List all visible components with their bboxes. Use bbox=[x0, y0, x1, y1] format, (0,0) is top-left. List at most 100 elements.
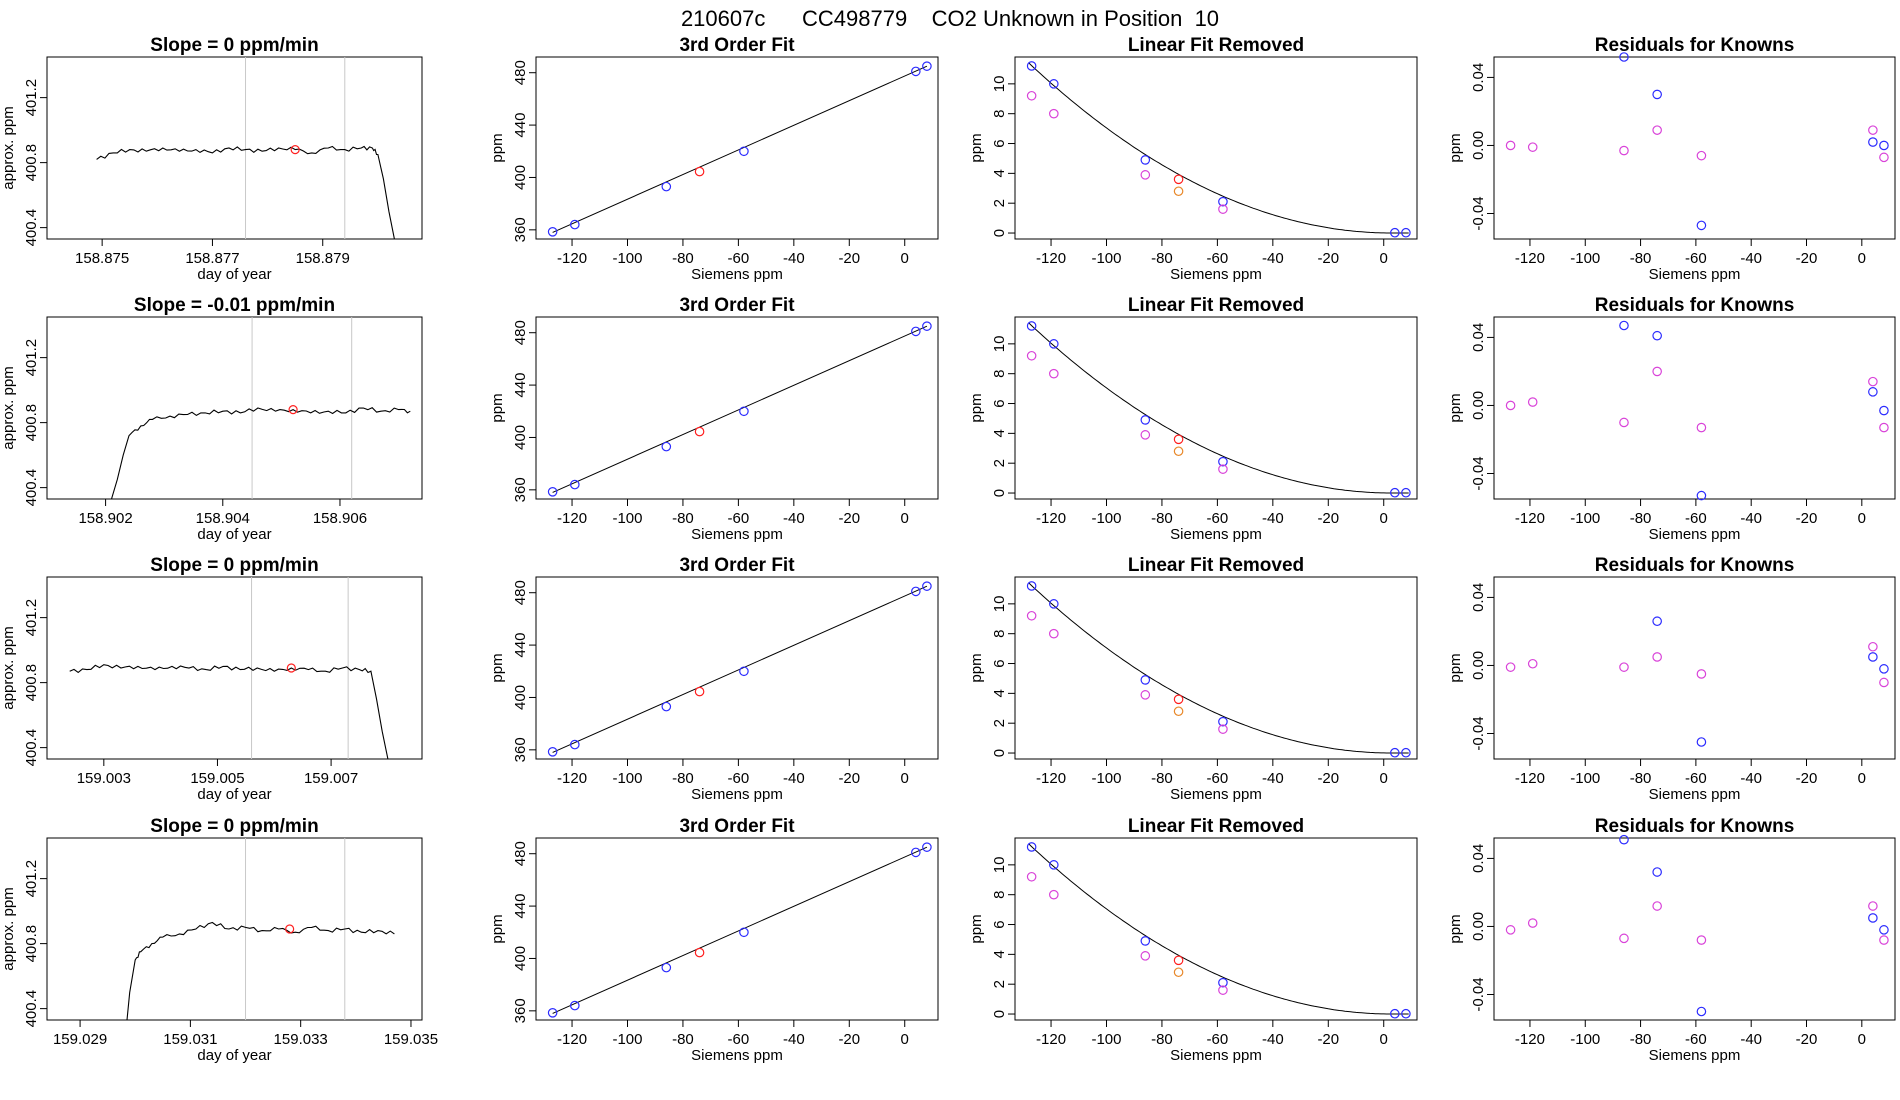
x-tick-label: -100 bbox=[612, 1031, 642, 1048]
y-tick-label: 8 bbox=[991, 370, 1008, 378]
data-point-magenta bbox=[1868, 901, 1878, 911]
data-point-magenta bbox=[1140, 430, 1151, 440]
y-tick-label: 4 bbox=[991, 169, 1008, 177]
x-tick-label: -20 bbox=[1796, 1031, 1818, 1048]
y-tick-label: 4 bbox=[991, 689, 1008, 697]
x-tick-label: -60 bbox=[1207, 1031, 1229, 1048]
y-axis-label: ppm bbox=[968, 393, 985, 422]
x-tick-label: -100 bbox=[612, 770, 642, 787]
x-tick-label: 159.035 bbox=[384, 1031, 438, 1048]
data-point-magenta bbox=[1652, 125, 1662, 135]
data-point-blue bbox=[1140, 155, 1151, 165]
x-tick-label: -120 bbox=[1036, 1031, 1066, 1048]
y-tick-label: 2 bbox=[991, 980, 1008, 988]
y-tick-label: 8 bbox=[991, 630, 1008, 638]
x-tick-label: -40 bbox=[783, 510, 805, 527]
y-tick-label: 0 bbox=[991, 1010, 1008, 1018]
data-point-blue bbox=[911, 326, 921, 337]
mean-marker bbox=[286, 663, 296, 673]
data-point-blue bbox=[1619, 52, 1629, 62]
y-tick-label: 400 bbox=[512, 165, 529, 190]
data-point-magenta bbox=[1868, 376, 1878, 387]
y-axis-label: approx. ppm bbox=[0, 366, 17, 449]
data-point-blue bbox=[1879, 140, 1889, 151]
plot-area bbox=[1028, 582, 1409, 754]
data-point-magenta bbox=[1527, 397, 1538, 407]
x-tick-label: -100 bbox=[1570, 770, 1600, 787]
x-tick-label: -100 bbox=[1570, 510, 1600, 527]
x-tick-label: -120 bbox=[557, 1031, 587, 1048]
x-tick-label: -60 bbox=[1685, 1031, 1707, 1048]
x-tick-label: -120 bbox=[557, 510, 587, 527]
data-point-magenta bbox=[1140, 951, 1151, 961]
y-tick-label: 360 bbox=[512, 737, 529, 762]
y-tick-label: 2 bbox=[991, 719, 1008, 727]
y-tick-label: 0.04 bbox=[1470, 844, 1487, 873]
plot-frame bbox=[1014, 56, 1418, 240]
y-tick-label: 400 bbox=[512, 685, 529, 710]
data-point-magenta bbox=[1049, 108, 1059, 119]
x-tick-label: -20 bbox=[1796, 510, 1818, 527]
plot-frame bbox=[535, 576, 939, 760]
data-point-blue bbox=[1140, 675, 1151, 685]
y-tick-label: 400 bbox=[512, 425, 529, 450]
x-tick-label: -40 bbox=[1740, 770, 1762, 787]
timeseries-line bbox=[126, 921, 395, 1020]
x-tick-label: 0 bbox=[1380, 1031, 1388, 1048]
data-point-red bbox=[694, 166, 705, 177]
y-tick-label: 360 bbox=[512, 217, 529, 242]
data-point-blue bbox=[1696, 490, 1707, 501]
data-point-blue bbox=[1879, 405, 1889, 416]
plot-area bbox=[1028, 843, 1409, 1015]
x-tick-label: 158.902 bbox=[78, 510, 132, 527]
x-tick-label: -40 bbox=[1262, 250, 1284, 267]
data-point-magenta bbox=[1527, 918, 1538, 928]
x-tick-label: -40 bbox=[783, 1031, 805, 1048]
data-point-red bbox=[1173, 174, 1184, 185]
x-tick-label: -100 bbox=[1091, 250, 1121, 267]
data-point-blue bbox=[1218, 977, 1228, 988]
x-axis-label: day of year bbox=[197, 526, 271, 543]
data-point-magenta bbox=[1619, 933, 1629, 944]
y-tick-label: 10 bbox=[991, 76, 1008, 93]
x-tick-label: -80 bbox=[1151, 510, 1173, 527]
x-tick-label: 0 bbox=[901, 510, 909, 527]
data-point-magenta bbox=[1619, 417, 1629, 428]
x-tick-label: -40 bbox=[1740, 510, 1762, 527]
data-point-blue bbox=[1696, 1006, 1707, 1017]
data-point-red bbox=[1173, 434, 1184, 445]
x-tick-label: -60 bbox=[728, 510, 750, 527]
data-point-magenta bbox=[1696, 150, 1707, 161]
x-tick-label: -80 bbox=[672, 1031, 694, 1048]
x-tick-label: -40 bbox=[1740, 250, 1762, 267]
panel-1-2: 3rd Order Fit -120 -100 -80 -60 -40 -20 0 360 400… bbox=[489, 35, 939, 283]
x-tick-label: -20 bbox=[838, 510, 860, 527]
x-tick-label: -120 bbox=[1515, 510, 1545, 527]
x-tick-label: -20 bbox=[838, 1031, 860, 1048]
data-point-blue bbox=[1868, 137, 1878, 147]
panel-title: 3rd Order Fit bbox=[679, 295, 795, 316]
fit-curve bbox=[1028, 62, 1409, 234]
y-tick-label: 6 bbox=[991, 920, 1008, 928]
y-tick-label: 0 bbox=[991, 229, 1008, 237]
mean-marker bbox=[288, 405, 298, 415]
plot-frame bbox=[1014, 316, 1418, 500]
x-axis-label: Siemens ppm bbox=[1170, 526, 1262, 543]
data-point-magenta bbox=[1026, 871, 1037, 882]
y-tick-label: 2 bbox=[991, 199, 1008, 207]
x-tick-label: 0 bbox=[901, 770, 909, 787]
data-point-magenta bbox=[1879, 935, 1889, 945]
x-tick-label: -60 bbox=[728, 1031, 750, 1048]
x-tick-label: -40 bbox=[1262, 510, 1284, 527]
x-tick-label: -20 bbox=[1317, 1031, 1339, 1048]
data-point-blue bbox=[1026, 321, 1037, 331]
y-tick-label: 0.04 bbox=[1470, 63, 1487, 92]
y-tick-label: 0.00 bbox=[1470, 912, 1487, 941]
x-tick-label: -20 bbox=[838, 770, 860, 787]
x-axis-label: Siemens ppm bbox=[691, 1047, 783, 1064]
plot-frame bbox=[1493, 576, 1896, 760]
y-tick-label: 360 bbox=[512, 477, 529, 502]
x-tick-label: 0 bbox=[1380, 250, 1388, 267]
x-tick-label: -20 bbox=[1796, 250, 1818, 267]
